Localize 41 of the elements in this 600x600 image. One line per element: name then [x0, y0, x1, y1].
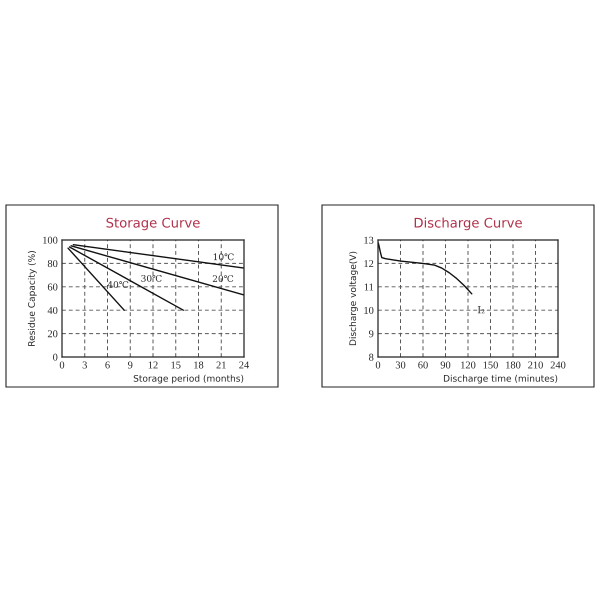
- x-axis-title: Storage period (months): [134, 374, 244, 384]
- x-tick-label: 210: [528, 361, 543, 368]
- x-tick-label: 90: [440, 361, 450, 368]
- x-tick-label: 150: [484, 361, 498, 368]
- series-label: 10℃: [214, 253, 234, 260]
- x-tick-label: 60: [418, 361, 428, 368]
- x-tick-label: 15: [171, 362, 181, 368]
- x-tick-label: 240: [550, 361, 566, 368]
- x-tick-label: 18: [194, 361, 204, 368]
- x-tick-label: 21: [216, 361, 226, 368]
- y-axis-title: Discharge voltage(V): [349, 252, 358, 346]
- y-tick-label: 100: [43, 236, 58, 244]
- series-label: 30℃: [141, 274, 162, 282]
- y-tick-label: 8: [369, 354, 374, 361]
- series-label: 40℃: [108, 281, 128, 288]
- y-tick-label: 13: [364, 236, 374, 244]
- x-tick-label: 0: [376, 361, 380, 368]
- x-tick-label: 180: [506, 361, 520, 368]
- y-tick-label: 12: [364, 260, 374, 268]
- x-tick-label: 30: [396, 361, 406, 368]
- x-axis-title: Discharge time (minutes): [444, 374, 558, 384]
- y-tick-label: 11: [364, 284, 374, 290]
- x-tick-label: 6: [105, 361, 110, 368]
- chart-title: Storage Curve: [106, 218, 200, 230]
- y-tick-label: 40: [48, 306, 58, 314]
- x-tick-label: 12: [148, 361, 158, 368]
- x-tick-label: 24: [239, 361, 250, 368]
- series-label: 20℃: [212, 275, 234, 282]
- y-tick-label: 10: [364, 306, 374, 314]
- x-tick-label: 9: [128, 361, 132, 368]
- chart-title: Discharge Curve: [414, 217, 522, 230]
- y-axis-title: Residue Capacity (%): [28, 251, 37, 346]
- y-tick-label: 20: [48, 330, 58, 338]
- y-tick-label: 9: [368, 330, 374, 338]
- series-label: I₂: [478, 306, 484, 314]
- y-tick-label: 60: [48, 283, 58, 291]
- x-tick-label: 0: [60, 361, 64, 368]
- x-tick-label: 120: [461, 361, 476, 368]
- y-tick-label: 0: [53, 354, 58, 361]
- x-tick-label: 3: [82, 361, 87, 368]
- y-tick-label: 80: [48, 260, 58, 268]
